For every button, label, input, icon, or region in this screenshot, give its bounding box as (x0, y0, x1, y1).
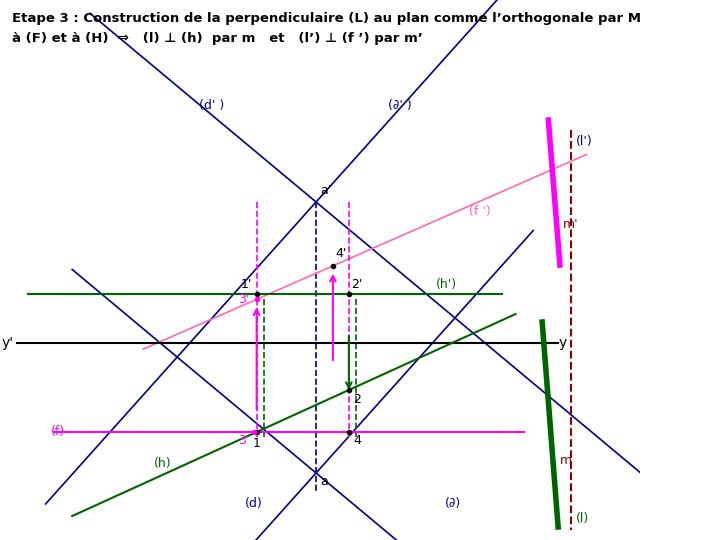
Text: (l'): (l') (576, 135, 593, 148)
Text: 3': 3' (238, 293, 250, 306)
Text: 1': 1' (240, 278, 252, 291)
Text: 2: 2 (354, 393, 361, 406)
Text: 3: 3 (238, 434, 246, 447)
Text: (l): (l) (576, 512, 589, 525)
Text: 2': 2' (351, 278, 363, 291)
Text: (∂' ): (∂' ) (388, 99, 412, 112)
Text: y': y' (1, 336, 14, 350)
Text: 4': 4' (336, 247, 347, 260)
Text: (d): (d) (245, 497, 263, 510)
Text: (h'): (h') (436, 278, 457, 291)
Text: Etape 3 : Construction de la perpendiculaire (L) au plan comme l’orthogonale par: Etape 3 : Construction de la perpendicul… (12, 12, 641, 25)
Text: (f '): (f ') (469, 206, 490, 219)
Text: (h): (h) (154, 456, 171, 469)
Text: m: m (560, 454, 572, 467)
Text: m': m' (562, 219, 578, 232)
Text: (f): (f) (51, 426, 65, 438)
Text: a: a (320, 475, 328, 488)
Text: y: y (558, 336, 567, 350)
Text: 4: 4 (354, 434, 361, 447)
Text: à (F) et à (H)  ⇒   (l) ⊥ (h)  par m   et   (l’) ⊥ (f ’) par m’: à (F) et à (H) ⇒ (l) ⊥ (h) par m et (l’)… (12, 32, 423, 45)
Text: a': a' (320, 184, 332, 197)
Text: 1: 1 (253, 437, 261, 450)
Text: (∂): (∂) (446, 497, 462, 510)
Text: (d' ): (d' ) (199, 99, 224, 112)
